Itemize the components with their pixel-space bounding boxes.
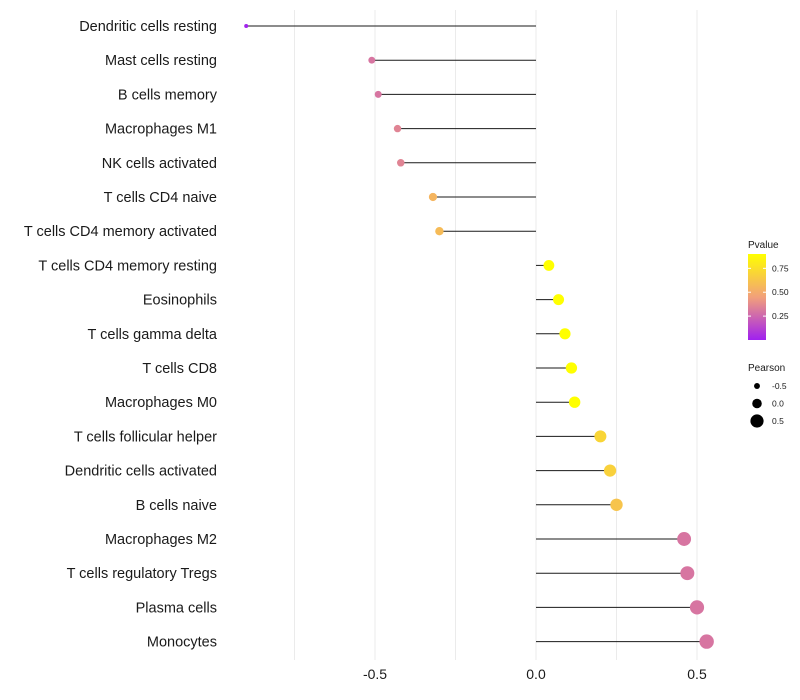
colorbar-tick-label: 0.25 bbox=[772, 311, 789, 321]
size-legend-label: 0.0 bbox=[772, 399, 784, 409]
y-category-label: T cells follicular helper bbox=[74, 429, 217, 445]
lollipop-point bbox=[374, 90, 382, 98]
lollipop-point bbox=[603, 464, 617, 477]
y-category-label: Macrophages M1 bbox=[105, 122, 217, 138]
lollipop-point bbox=[435, 227, 444, 236]
y-category-label: T cells CD4 memory activated bbox=[24, 224, 217, 240]
lollipop-point bbox=[244, 24, 249, 28]
lollipop-point bbox=[677, 532, 692, 546]
size-legend-label: -0.5 bbox=[772, 381, 787, 391]
lollipop-point bbox=[559, 328, 571, 340]
y-category-label: T cells regulatory Tregs bbox=[67, 566, 217, 582]
y-category-label: B cells naive bbox=[136, 498, 217, 514]
lollipop-point bbox=[368, 56, 376, 64]
lollipop-point bbox=[543, 259, 555, 271]
lollipop-point bbox=[568, 396, 581, 408]
y-category-label: Plasma cells bbox=[136, 600, 217, 616]
x-tick-label: -0.5 bbox=[363, 666, 387, 682]
lollipop-point bbox=[594, 430, 607, 443]
lollipop-point bbox=[610, 498, 623, 511]
y-category-label: NK cells activated bbox=[102, 156, 217, 172]
y-category-label: Macrophages M2 bbox=[105, 532, 217, 548]
x-axis-ticks: -0.5 0.0 0.5 bbox=[363, 666, 707, 682]
pearson-legend: Pearson -0.5 0.0 0.5 bbox=[748, 363, 787, 428]
size-legend-point bbox=[750, 414, 764, 428]
x-tick-label: 0.5 bbox=[687, 666, 707, 682]
y-category-label: T cells CD4 memory resting bbox=[38, 258, 217, 274]
y-category-label: Macrophages M0 bbox=[105, 395, 217, 411]
y-axis-labels: Dendritic cells resting Mast cells restin… bbox=[24, 19, 218, 651]
size-legend-point bbox=[752, 398, 762, 409]
pvalue-colorbar bbox=[748, 254, 766, 340]
lollipop-stems bbox=[246, 25, 707, 643]
lollipop-point bbox=[699, 634, 714, 649]
gridlines bbox=[294, 10, 698, 660]
lollipop-point bbox=[689, 600, 705, 615]
pvalue-legend-title: Pvalue bbox=[748, 240, 779, 251]
size-legend-label: 0.5 bbox=[772, 416, 784, 426]
colorbar-tick-label: 0.50 bbox=[772, 287, 789, 297]
x-tick-label: 0.0 bbox=[526, 666, 546, 682]
y-category-label: Dendritic cells activated bbox=[65, 464, 217, 480]
y-category-label: B cells memory bbox=[118, 87, 218, 103]
y-category-label: Mast cells resting bbox=[105, 53, 217, 69]
y-category-label: T cells CD8 bbox=[142, 361, 217, 377]
y-category-label: Monocytes bbox=[147, 635, 217, 651]
y-category-label: Eosinophils bbox=[143, 293, 217, 309]
pearson-legend-title: Pearson bbox=[748, 363, 785, 374]
lollipop-points bbox=[244, 24, 714, 649]
y-category-label: T cells gamma delta bbox=[88, 327, 218, 343]
y-category-label: Dendritic cells resting bbox=[79, 19, 217, 35]
colorbar-tick-label: 0.75 bbox=[772, 263, 789, 273]
lollipop-point bbox=[565, 362, 578, 374]
lollipop-point bbox=[553, 294, 565, 306]
size-legend-point bbox=[754, 383, 760, 389]
lollipop-point bbox=[397, 159, 405, 167]
lollipop-point bbox=[428, 192, 438, 202]
lollipop-point bbox=[393, 124, 402, 133]
pvalue-legend: Pvalue 0.25 0.50 0.75 bbox=[748, 240, 789, 340]
lollipop-point bbox=[680, 566, 695, 581]
y-category-label: T cells CD4 naive bbox=[104, 190, 217, 206]
